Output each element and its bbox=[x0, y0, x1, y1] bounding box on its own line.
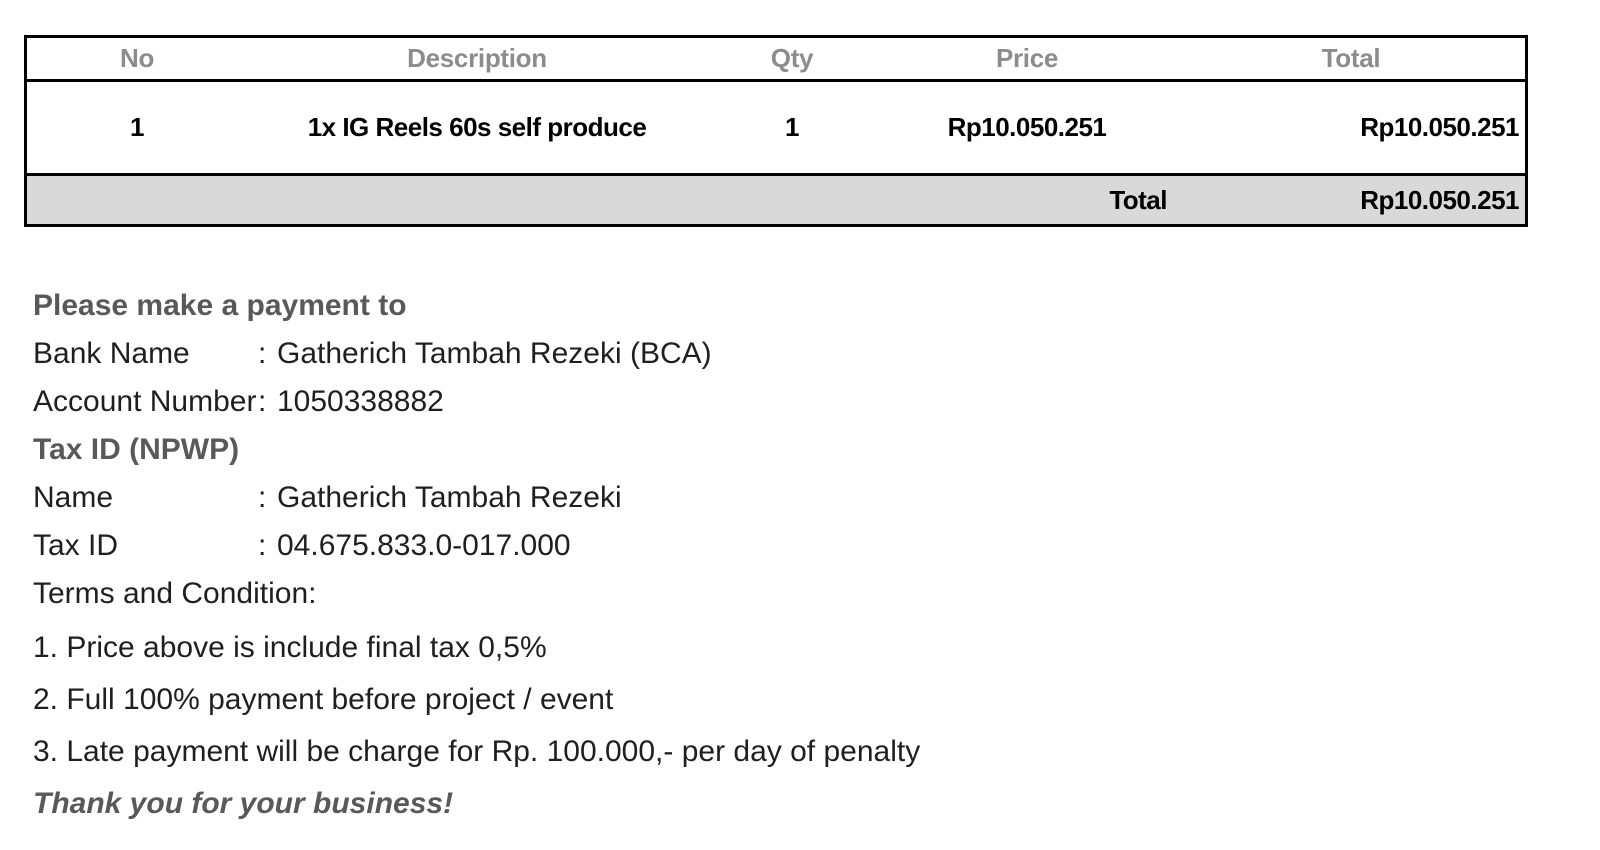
header-cell-qty: Qty bbox=[770, 43, 814, 73]
item-cell-no: 1 bbox=[130, 112, 144, 142]
header-cell-description: Description bbox=[407, 43, 547, 73]
item-cell-total: Rp10.050.251 bbox=[1360, 112, 1519, 142]
bank-name-value: Gatherich Tambah Rezeki (BCA) bbox=[277, 337, 712, 370]
table-header-row: No Description Qty Price Total bbox=[27, 38, 1525, 82]
terms-heading: Terms and Condition: bbox=[33, 577, 317, 610]
tax-id-label: Tax ID bbox=[33, 529, 119, 562]
closing-message: Thank you for your business! bbox=[33, 787, 454, 820]
total-row-value: Rp10.050.251 bbox=[1360, 184, 1519, 215]
tax-name-row: Name : Gatherich Tambah Rezeki bbox=[33, 474, 1233, 522]
terms-item-3: 3. Late payment will be charge for Rp. 1… bbox=[33, 735, 921, 768]
terms-item-1: 1. Price above is include final tax 0,5% bbox=[33, 631, 547, 664]
account-number-value: 1050338882 bbox=[277, 385, 444, 418]
colon-separator: : bbox=[258, 385, 267, 418]
tax-name-value: Gatherich Tambah Rezeki bbox=[277, 481, 622, 514]
tax-section-heading: Tax ID (NPWP) bbox=[33, 433, 240, 466]
tax-name-label: Name bbox=[33, 481, 114, 514]
colon-separator: : bbox=[258, 481, 267, 514]
payment-heading: Please make a payment to bbox=[33, 289, 407, 322]
total-row-label: Total bbox=[1109, 184, 1167, 215]
colon-separator: : bbox=[258, 337, 267, 370]
bank-name-label: Bank Name bbox=[33, 337, 190, 370]
terms-item-2: 2. Full 100% payment before project / ev… bbox=[33, 683, 614, 716]
tax-id-row: Tax ID : 04.675.833.0-017.000 bbox=[33, 522, 1233, 570]
item-cell-description: 1x IG Reels 60s self produce bbox=[307, 112, 647, 142]
colon-separator: : bbox=[258, 529, 267, 562]
invoice-table: No Description Qty Price Total 1 1x IG R… bbox=[24, 35, 1528, 227]
account-number-label: Account Number bbox=[33, 385, 257, 418]
header-cell-no: No bbox=[119, 43, 155, 73]
account-number-row: Account Number : 1050338882 bbox=[33, 378, 1233, 426]
payment-info-block: Please make a payment to Bank Name : Gat… bbox=[33, 282, 1233, 830]
item-cell-price: Rp10.050.251 bbox=[947, 112, 1107, 142]
item-cell-qty: 1 bbox=[785, 112, 799, 142]
tax-id-value: 04.675.833.0-017.000 bbox=[277, 529, 571, 562]
table-row: 1 1x IG Reels 60s self produce 1 Rp10.05… bbox=[27, 82, 1525, 176]
bank-name-row: Bank Name : Gatherich Tambah Rezeki (BCA… bbox=[33, 330, 1233, 378]
header-cell-total: Total bbox=[1321, 43, 1381, 73]
table-total-row: Total Rp10.050.251 bbox=[27, 176, 1525, 224]
header-cell-price: Price bbox=[995, 43, 1059, 73]
